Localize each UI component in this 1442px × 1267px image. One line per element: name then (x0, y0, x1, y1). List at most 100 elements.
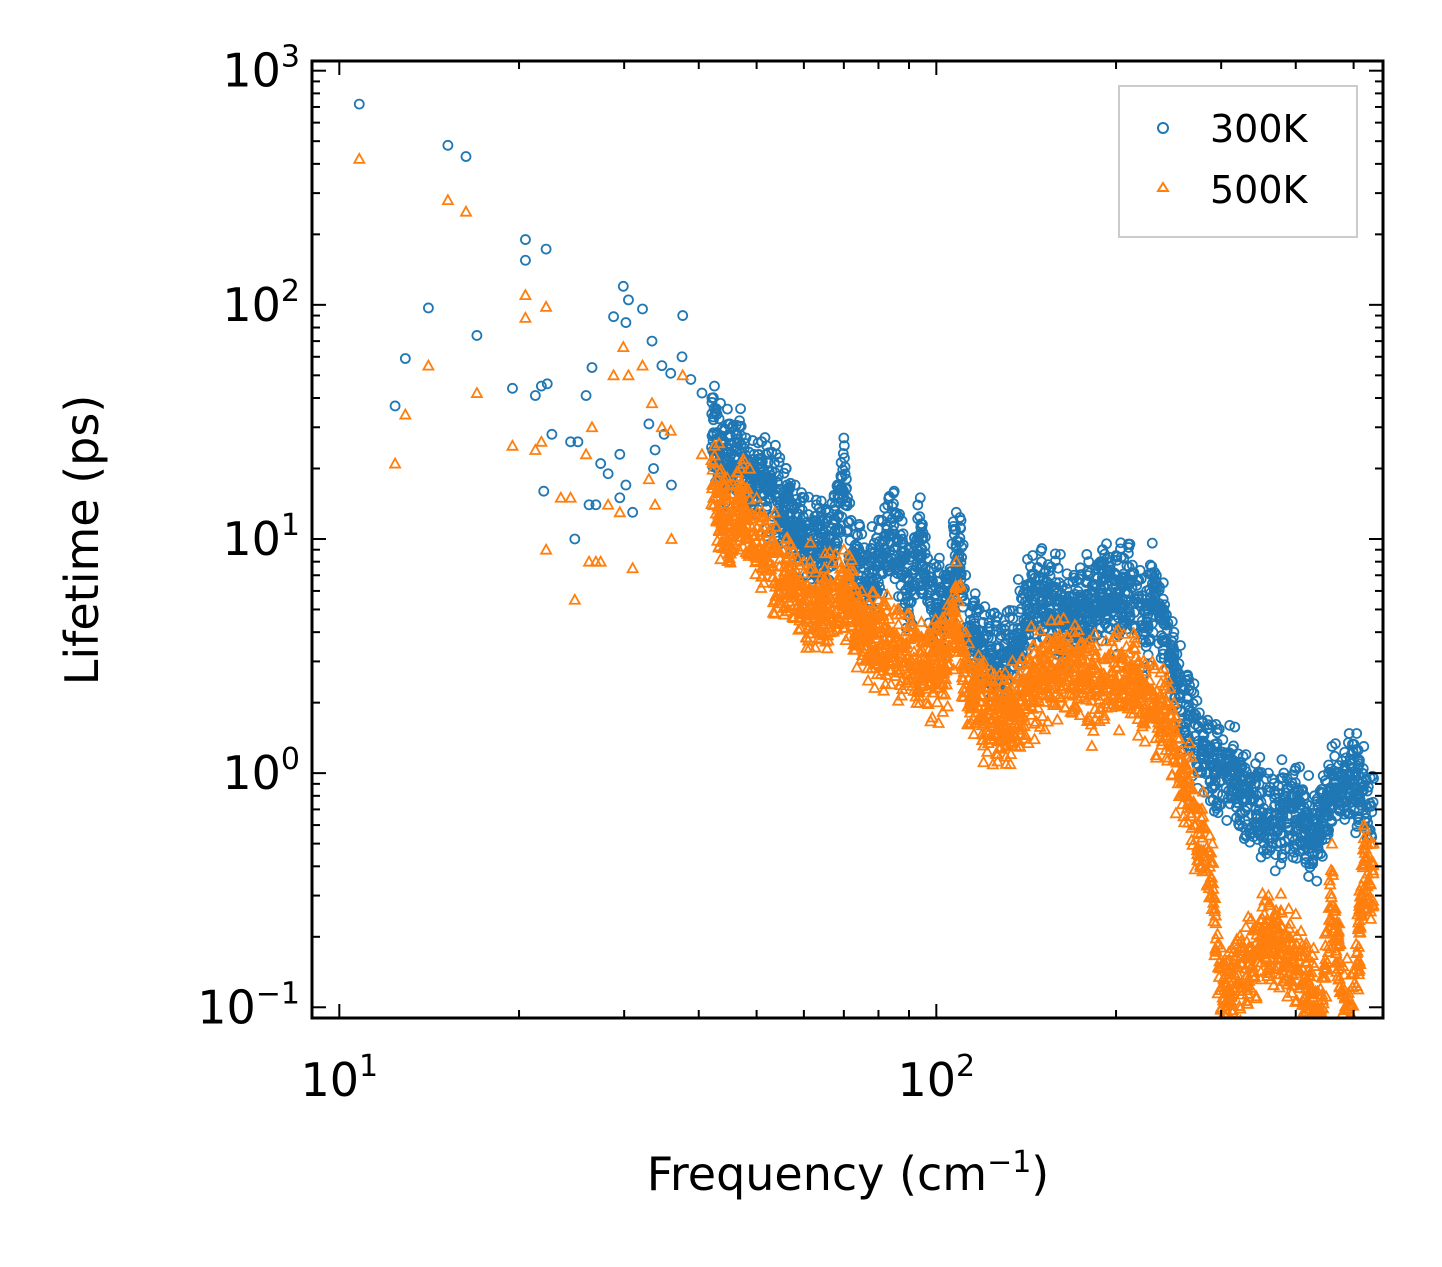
point-500k-cloud (996, 679, 1010, 692)
point-300k-cloud (1111, 554, 1123, 566)
point-300k-cloud (922, 589, 934, 601)
point-300k-cloud (1340, 752, 1352, 764)
point-300k-cloud (1010, 642, 1021, 654)
point-500k-cloud (1159, 682, 1173, 695)
point-500k-cloud (769, 519, 783, 532)
point-300k-cloud (753, 448, 765, 460)
point-300k-cloud (1300, 857, 1312, 868)
point-300k-cloud (1132, 593, 1144, 605)
point-300k-cloud (1297, 844, 1309, 856)
point-300k-cloud (1279, 797, 1290, 809)
point-300k-cloud (1094, 559, 1105, 571)
point-300k-cloud (1253, 787, 1265, 798)
point-500k-cloud (907, 644, 921, 657)
point-300k-cloud (1211, 802, 1223, 814)
point-300k (740, 432, 752, 444)
point-300k-cloud (1357, 763, 1369, 775)
point-300k (646, 335, 658, 347)
point-500k-cloud (1235, 987, 1249, 1000)
point-300k-cloud (1346, 776, 1358, 788)
point-500k-cloud (768, 505, 782, 518)
point-300k-cloud (851, 559, 863, 571)
point-300k-cloud (841, 495, 853, 507)
point-300k-cloud (947, 516, 959, 528)
point-300k-cloud (1038, 586, 1049, 598)
point-300k-cloud (1313, 833, 1325, 845)
point-500k-cloud (1357, 831, 1371, 844)
point-300k-cloud (1009, 638, 1021, 650)
point-300k-cloud (781, 491, 792, 502)
point-300k-cloud (802, 509, 814, 520)
point-300k (623, 294, 634, 306)
point-300k-cloud (837, 464, 849, 476)
point-500k-cloud (1111, 679, 1125, 692)
point-500k-cloud (930, 695, 944, 708)
point-300k-cloud (817, 529, 828, 540)
point-300k-cloud (1156, 630, 1167, 642)
point-300k (643, 418, 655, 430)
point-500k-cloud (1267, 978, 1281, 991)
point-300k (580, 390, 592, 401)
point-300k (780, 463, 792, 474)
point-300k-cloud (1224, 798, 1236, 810)
point-300k-cloud (1171, 648, 1183, 660)
point-300k (988, 608, 1000, 620)
point-300k-cloud (771, 477, 783, 489)
point-300k (1083, 556, 1095, 568)
point-500k-cloud (1112, 723, 1126, 736)
point-300k-cloud (1163, 647, 1175, 659)
point-300k-cloud (1350, 827, 1362, 839)
point-500k-cloud (1149, 748, 1163, 761)
point-500k-cloud (977, 738, 991, 751)
point-300k-cloud (896, 515, 908, 527)
point-300k-cloud (1049, 548, 1061, 560)
point-300k (1188, 687, 1200, 699)
point-300k-cloud (812, 546, 823, 558)
point-500k-cloud (1083, 672, 1097, 685)
point-300k-cloud (996, 650, 1008, 662)
point-500k-cloud (820, 641, 834, 654)
point-500k-cloud (773, 596, 787, 609)
point-300k-cloud (896, 533, 908, 545)
point-500k-cloud (1107, 640, 1121, 653)
point-300k-cloud (983, 617, 995, 629)
point-300k-cloud (979, 645, 990, 657)
point-500k-cloud (956, 658, 970, 671)
point-300k-cloud (1310, 812, 1322, 824)
point-300k-cloud (1052, 599, 1063, 611)
point-300k (608, 311, 619, 323)
point-300k (353, 98, 365, 110)
point-500k-cloud (1092, 714, 1106, 727)
point-300k-cloud (1311, 796, 1323, 807)
point-300k-cloud (1303, 770, 1315, 781)
point-500k-cloud (1058, 700, 1073, 713)
point-300k-cloud (1209, 739, 1220, 750)
point-500k-cloud (1088, 626, 1102, 639)
point-300k-cloud (950, 539, 962, 551)
point-300k-cloud (1357, 768, 1369, 779)
point-300k-cloud (706, 392, 718, 404)
point-300k-cloud (1101, 605, 1113, 617)
point-500k-cloud (1298, 944, 1312, 957)
point-300k (676, 351, 688, 363)
point-500k-cloud (1184, 809, 1198, 821)
point-500k-cloud (1196, 830, 1210, 843)
point-300k (1309, 790, 1320, 802)
point-300k-cloud (829, 514, 841, 525)
point-300k (873, 523, 884, 535)
point-500k-cloud (716, 507, 730, 520)
point-300k-cloud (1006, 653, 1017, 664)
point-300k-cloud (822, 512, 833, 524)
point-500k-cloud (1136, 715, 1150, 728)
point-300k-cloud (1364, 797, 1376, 809)
point-500k-cloud (1085, 739, 1099, 751)
point-300k (540, 243, 552, 255)
point-500k-cloud (1165, 767, 1179, 780)
point-300k (1036, 556, 1047, 568)
point-500k-cloud (1332, 972, 1346, 985)
point-300k (538, 485, 550, 497)
point-300k-cloud (1142, 620, 1154, 632)
point-300k-cloud (1296, 785, 1307, 797)
point-500k-cloud (1018, 682, 1032, 694)
point-300k (710, 403, 722, 415)
